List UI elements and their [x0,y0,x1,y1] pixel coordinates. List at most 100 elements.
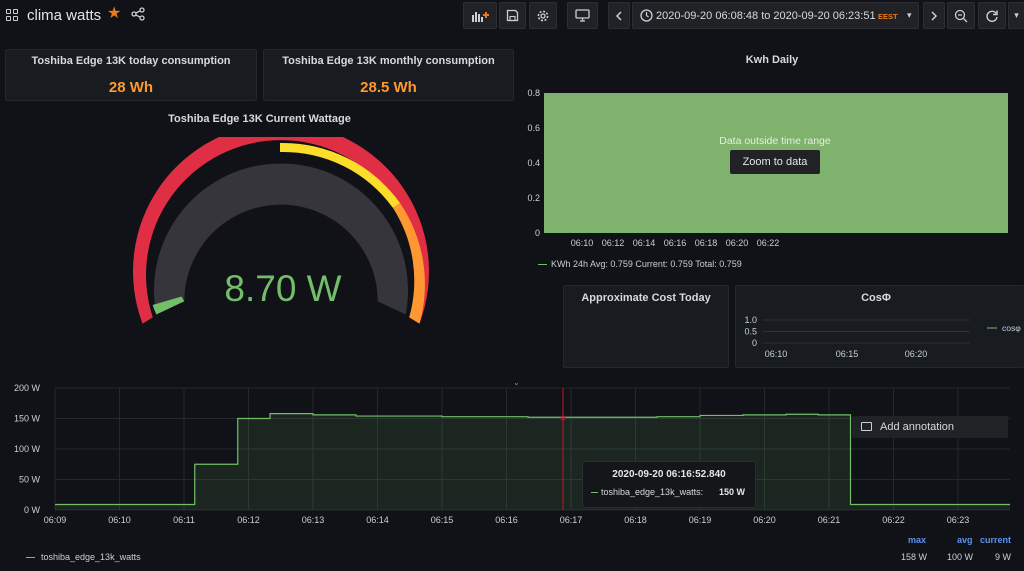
save-button[interactable] [499,2,526,29]
timezone-badge: EEST [878,12,898,21]
tooltip-value: 150 W [718,487,745,497]
legend-avg-value: 100 W [947,552,974,562]
x-tick-label: 06:19 [689,515,712,525]
dashboard-settings-button[interactable] [529,2,557,29]
x-tick-label: 06:18 [695,238,718,248]
add-panel-button[interactable] [463,2,497,29]
y-tick-label: 0 W [24,505,41,515]
legend-label: KWh 24h Avg: 0.759 Current: 0.759 Total:… [551,259,742,269]
comment-icon [861,422,872,431]
approximate-cost-panel[interactable]: Approximate Cost Today [563,285,729,368]
grid-icon[interactable] [6,9,19,22]
zoom-out-button[interactable] [947,2,975,29]
x-tick-label: 06:11 [173,515,195,525]
tv-mode-button[interactable] [567,2,598,29]
x-tick-label: 06:10 [108,515,131,525]
x-tick-label: 06:10 [571,238,594,248]
panel-title: Toshiba Edge 13K Current Wattage [168,113,351,125]
y-tick-label: 100 W [14,444,41,454]
chevron-down-icon: ▾ [907,10,912,20]
x-tick-label: 06:12 [602,238,625,248]
legend-label: toshiba_edge_13k_watts [41,552,141,562]
tooltip-time: 2020-09-20 06:16:52.840 [612,469,726,480]
add-panel-icon [472,11,489,22]
save-icon [506,9,519,22]
cosphi-panel[interactable]: CosΦ [735,285,1024,368]
panel-title: Kwh Daily [745,54,799,66]
dashboard-title[interactable]: clima watts [27,7,102,24]
cosphi-chart: 00.5 1.0 06:10 06:15 06:20 [744,315,997,359]
collapse-row-chevron[interactable]: ⌄ [513,378,520,387]
panel-title: Approximate Cost Today [581,292,711,304]
stat-value: 28.5 Wh [360,79,417,96]
x-tick-label: 06:14 [633,238,656,248]
gauge-dial [133,137,429,324]
watts-series-line [55,413,1010,506]
kwh-daily-chart: 0 0.2 0.4 0.6 0.8 06:10 06:12 06:14 06:16 06:18 06… [527,88,1008,248]
legend-current-value: 9 W [995,552,1012,562]
tooltip-series-name: toshiba_edge_13k_watts: [601,487,704,497]
refresh-icon [986,10,998,22]
refresh-interval-picker[interactable]: ▾ [1008,2,1024,29]
time-range-picker[interactable]: 2020-09-20 06:08:48 to 2020-09-20 06:23:… [632,2,919,29]
y-tick-label: 0.2 [527,193,540,203]
kwh-legend[interactable]: KWh 24h Avg: 0.759 Current: 0.759 Total:… [538,259,742,269]
legend-swatch [591,492,598,494]
legend-max-value: 158 W [901,552,928,562]
legend-swatch [538,264,547,266]
gauge-panel[interactable]: Toshiba Edge 13K Current Wattage [5,106,514,368]
monthly-consumption-panel[interactable]: Toshiba Edge 13K monthly consumption 28.… [263,49,514,101]
refresh-button[interactable] [978,2,1006,29]
time-shift-back-button[interactable] [608,2,630,29]
time-shift-forward-button[interactable] [923,2,945,29]
x-tick-label: 06:17 [560,515,583,525]
gear-icon [537,10,549,21]
y-tick-label: 0 [535,228,540,238]
zoom-out-icon [954,9,968,22]
x-tick-label: 06:13 [302,515,325,525]
share-icon[interactable] [131,7,145,21]
cosphi-legend-label[interactable]: cosφ [1002,323,1021,333]
watts-legend[interactable]: toshiba_edge_13k_watts [26,552,141,562]
y-tick-label: 200 W [14,383,41,393]
y-tick-label: 0.5 [744,327,757,337]
legend-current-header[interactable]: current [980,535,1012,545]
watts-area-fill [55,413,1010,510]
gauge-value: 8.70 W [224,268,342,309]
chevron-left-icon [615,10,622,21]
x-tick-label: 06:22 [882,515,905,525]
x-tick-label: 06:16 [495,515,518,525]
today-consumption-panel[interactable]: Toshiba Edge 13K today consumption 28 Wh [5,49,257,101]
stat-value: 28 Wh [108,79,154,96]
x-tick-label: 06:20 [753,515,776,525]
chevron-down-icon: ▾ [1014,10,1019,20]
panel-title: CosΦ [861,292,891,304]
watts-chart[interactable]: 0 W 50 W 100 W 150 W 200 W 06:09 06:10 06:11 06:… [0,376,1024,526]
star-icon[interactable]: ★ [107,5,122,22]
y-tick-label: 0 [752,338,757,348]
tooltip-series: toshiba_edge_13k_watts: [591,487,703,497]
y-tick-label: 50 W [19,475,41,485]
panel-title: Toshiba Edge 13K today consumption [31,55,231,67]
time-range-text: 2020-09-20 06:08:48 to 2020-09-20 06:23:… [656,10,876,22]
x-tick-label: 06:12 [237,515,260,525]
legend-avg-header[interactable]: avg [957,535,973,545]
kwh-daily-panel[interactable]: Kwh Daily [520,49,1024,279]
add-annotation-button[interactable]: Add annotation [852,416,1008,438]
chevron-right-icon [931,10,938,21]
zoom-to-data-button[interactable]: Zoom to data [730,150,820,174]
x-tick-label: 06:15 [836,349,859,359]
x-tick-label: 06:16 [664,238,687,248]
x-tick-label: 06:18 [624,515,647,525]
add-annotation-label: Add annotation [880,421,955,433]
x-tick-label: 06:23 [947,515,970,525]
legend-max-header[interactable]: max [908,535,927,545]
y-tick-label: 0.4 [527,158,540,168]
x-tick-label: 06:14 [366,515,389,525]
clock-icon [640,9,653,22]
x-tick-label: 06:10 [765,349,788,359]
x-tick-label: 06:22 [757,238,780,248]
legend-swatch [26,557,35,559]
x-tick-label: 06:21 [818,515,841,525]
gauge-value-arc [152,296,185,315]
